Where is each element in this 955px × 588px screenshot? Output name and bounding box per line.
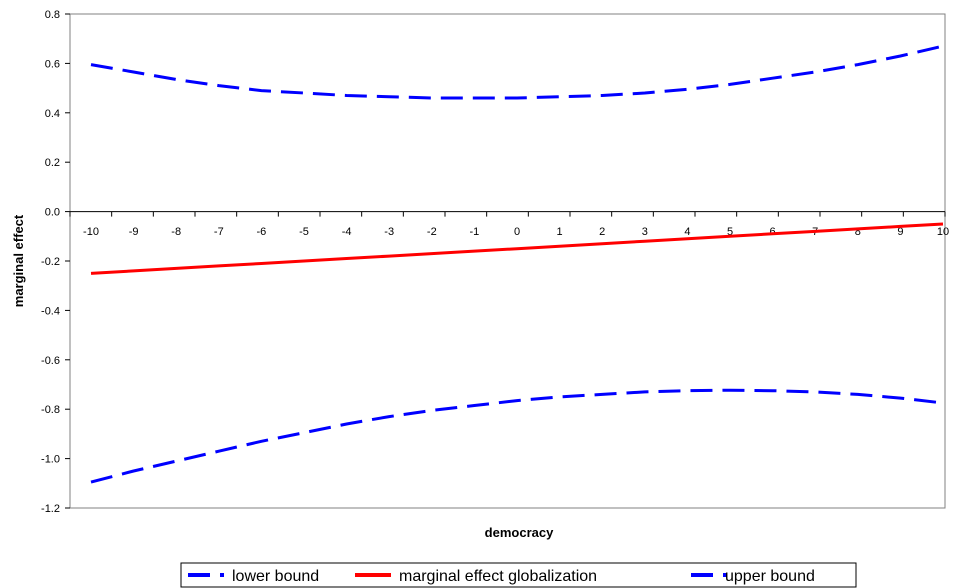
legend-box — [180, 562, 857, 588]
x-tick-label: 6 — [770, 226, 776, 238]
x-tick-label: 9 — [897, 226, 903, 238]
y-tick-label: -0.2 — [41, 256, 60, 268]
series-line-lower-bound — [90, 388, 944, 484]
x-tick-label: -6 — [257, 226, 267, 238]
y-tick-label: 0.6 — [45, 58, 60, 70]
legend-label: marginal effect globalization — [399, 568, 597, 585]
x-tick-label: 3 — [642, 226, 648, 238]
x-tick-label: -4 — [342, 226, 352, 238]
legend-label: upper bound — [725, 568, 815, 585]
y-tick-label: 0.0 — [45, 207, 60, 219]
y-tick-label: -0.6 — [41, 355, 60, 367]
x-tick-label: -2 — [427, 226, 437, 238]
plot-area — [69, 13, 946, 509]
y-axis: 0.8 0.6 0.4 0.2 0.0 -0.2 -0.4 -0.6 -0.8 -1.0 -1.2 — [41, 9, 70, 515]
y-tick-label: -1.0 — [41, 454, 60, 466]
y-tick-label: -1.2 — [41, 503, 60, 515]
x-tick-label: 8 — [855, 226, 861, 238]
legend: lower bound marginal effect globalization… — [180, 562, 857, 588]
x-tick-label: -1 — [470, 226, 480, 238]
y-axis-title: marginal effect — [11, 214, 26, 307]
y-tick-label: 0.2 — [45, 157, 60, 169]
x-tick-label: -10 — [83, 226, 99, 238]
legend-label: lower bound — [232, 568, 319, 585]
x-tick-label: -7 — [214, 226, 224, 238]
x-tick-label: 5 — [727, 226, 733, 238]
x-tick-label: 2 — [599, 226, 605, 238]
x-tick-label: -9 — [129, 226, 139, 238]
x-tick-label: -8 — [171, 226, 181, 238]
y-tick-label: -0.4 — [41, 305, 60, 317]
x-tick-label: 10 — [937, 226, 949, 238]
series-line-marginal-effect-globalization — [90, 222, 944, 275]
y-tick-label: -0.8 — [41, 404, 60, 416]
x-axis-title: democracy — [485, 525, 554, 540]
x-tick-label: 1 — [557, 226, 563, 238]
series-layer — [90, 44, 944, 484]
x-tick-label: -5 — [299, 226, 309, 238]
x-tick-label: 4 — [684, 226, 690, 238]
x-tick-label: 0 — [514, 226, 520, 238]
series-line-upper-bound — [90, 44, 944, 100]
x-tick-label: -3 — [384, 226, 394, 238]
y-tick-label: 0.4 — [45, 108, 60, 120]
y-tick-label: 0.8 — [45, 9, 60, 21]
